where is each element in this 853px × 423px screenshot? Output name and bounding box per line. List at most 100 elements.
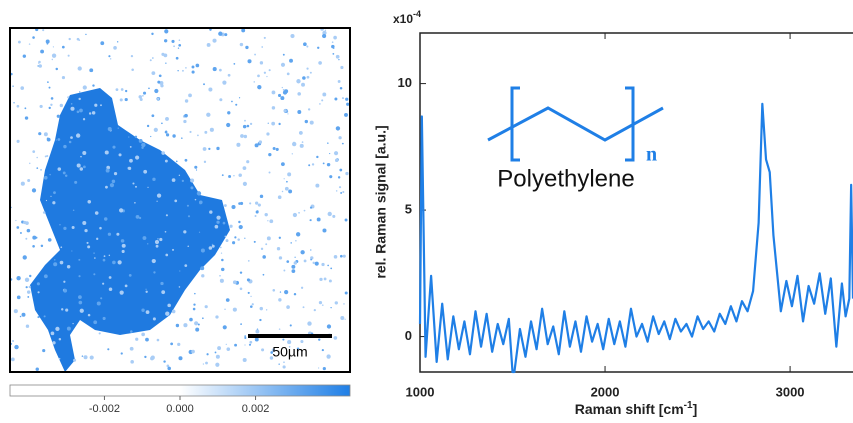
speckle: [345, 97, 349, 101]
speckle: [281, 190, 284, 193]
speckle: [143, 169, 148, 174]
speckle: [165, 214, 168, 217]
speckle: [326, 162, 331, 167]
speckle: [68, 37, 71, 41]
speckle: [167, 366, 171, 371]
speckle: [165, 253, 169, 257]
speckle: [164, 130, 168, 134]
speckle: [87, 313, 91, 317]
speckle: [82, 118, 86, 121]
speckle: [107, 232, 112, 236]
speckle: [224, 33, 228, 37]
speckle: [79, 91, 81, 93]
speckle: [14, 344, 19, 350]
speckle: [28, 285, 31, 289]
speckle: [259, 306, 263, 311]
speckle: [94, 211, 99, 215]
speckle: [266, 236, 271, 241]
speckle: [263, 36, 266, 39]
speckle: [66, 326, 71, 331]
speckle: [72, 209, 75, 211]
speckle: [346, 102, 349, 106]
speckle: [237, 238, 240, 241]
speckle: [18, 40, 21, 44]
speckle: [344, 218, 348, 222]
speckle: [166, 364, 170, 368]
speckle: [78, 97, 81, 101]
speckle: [286, 260, 290, 263]
speckle: [288, 189, 293, 194]
speckle: [96, 301, 101, 306]
speckle: [219, 274, 221, 277]
speckle: [225, 298, 230, 302]
speckle: [16, 226, 20, 229]
speckle: [271, 348, 276, 352]
speckle: [267, 220, 269, 222]
speckle: [55, 139, 57, 141]
speckle: [119, 98, 123, 102]
speckle: [287, 340, 292, 345]
speckle: [219, 68, 222, 72]
speckle: [79, 308, 84, 313]
speckle: [50, 195, 52, 197]
speckle: [138, 95, 142, 99]
speckle: [282, 338, 285, 341]
speckle: [321, 99, 324, 102]
speckle: [239, 287, 243, 291]
speckle: [43, 315, 46, 318]
speckle: [142, 236, 147, 240]
speckle: [43, 274, 48, 279]
speckle: [283, 109, 287, 113]
speckle: [203, 83, 205, 86]
speckle: [174, 199, 178, 203]
speckle: [219, 278, 224, 283]
speckle: [301, 141, 304, 143]
speckle: [64, 174, 68, 177]
speckle: [52, 46, 54, 48]
speckle: [190, 178, 195, 183]
speckle: [26, 290, 31, 294]
spectrum-line: [418, 102, 853, 374]
speckle: [25, 286, 28, 289]
speckle: [292, 141, 297, 147]
speckle: [138, 139, 143, 143]
speckle: [247, 291, 250, 294]
speckle: [45, 39, 50, 44]
speckle: [50, 97, 54, 100]
speckle: [306, 67, 309, 70]
speckle: [342, 190, 345, 194]
colorbar-tick-label: -0.002: [89, 403, 120, 415]
speckle: [238, 202, 241, 205]
speckle: [179, 270, 181, 272]
speckle: [63, 226, 67, 231]
speckle: [334, 301, 338, 305]
speckle: [304, 119, 309, 124]
speckle: [272, 146, 276, 150]
speckle: [312, 261, 315, 265]
speckle: [74, 180, 78, 184]
speckle: [50, 103, 53, 106]
speckle: [79, 167, 84, 171]
speckle: [165, 311, 170, 316]
speckle: [12, 340, 15, 343]
speckle: [286, 72, 290, 76]
speckle: [318, 338, 321, 341]
speckle: [118, 153, 122, 157]
speckle: [156, 97, 160, 101]
speckle: [303, 42, 307, 47]
speckle: [68, 140, 72, 144]
speckle: [108, 254, 111, 257]
speckle: [238, 97, 241, 99]
speckle: [314, 261, 319, 266]
speckle: [250, 295, 252, 298]
speckle: [248, 343, 252, 346]
speckle: [89, 68, 94, 73]
speckle: [58, 357, 61, 360]
speckle: [63, 280, 66, 283]
speckle: [171, 178, 176, 182]
speckle: [289, 324, 292, 327]
speckle: [183, 323, 188, 328]
speckle: [35, 236, 38, 239]
speckle: [222, 221, 226, 225]
speckle: [231, 205, 236, 210]
